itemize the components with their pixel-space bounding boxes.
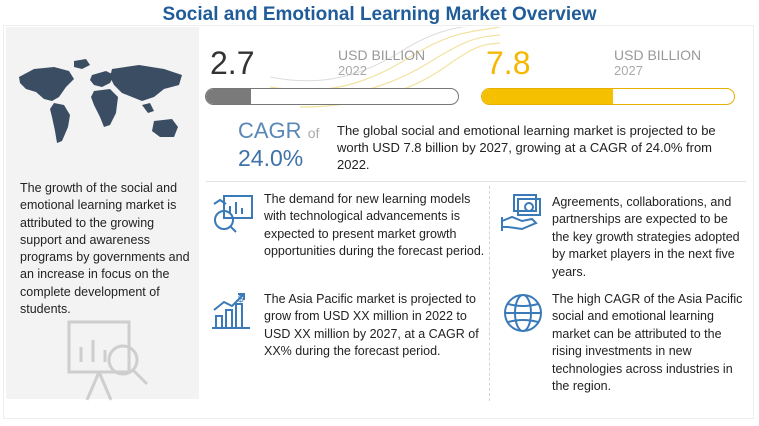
world-map-icon xyxy=(19,59,182,143)
unit-label-2022: USD BILLION 2022 xyxy=(338,47,426,79)
page-title: Social and Emotional Learning Market Ove… xyxy=(162,4,597,25)
cagr-word: CAGR xyxy=(238,118,302,143)
globe-icon xyxy=(504,294,542,332)
unit-label-2027: USD BILLION 2027 xyxy=(614,47,702,79)
analysis-board-icon xyxy=(67,320,149,401)
fact-text-4: The high CAGR of the Asia Pacific social… xyxy=(552,292,743,394)
cagr-description: The global social and emotional learning… xyxy=(337,123,716,172)
progress-bar-2027 xyxy=(481,88,735,105)
cagr-value: 24.0% xyxy=(238,145,304,171)
cagr-label: CAGR of xyxy=(238,120,319,144)
market-value-2022: 2.7 xyxy=(210,45,255,81)
unit-2027: USD BILLION xyxy=(614,47,702,63)
fact-text-2: Agreements, collaborations, and partners… xyxy=(552,195,740,279)
market-value-2027: 7.8 xyxy=(486,45,531,81)
progress-fill-2027 xyxy=(482,89,614,104)
unit-2022: USD BILLION xyxy=(338,47,426,63)
year-2027: 2027 xyxy=(614,63,643,78)
handshake-money-icon xyxy=(501,194,541,231)
progress-bar-2022 xyxy=(205,88,459,105)
outer-frame xyxy=(3,25,754,419)
horizontal-divider xyxy=(206,181,746,182)
analytics-icon xyxy=(213,195,253,233)
year-2022: 2022 xyxy=(338,63,367,78)
growth-chart-icon: $ xyxy=(212,293,250,329)
left-panel: The growth of the social and emotional l… xyxy=(6,27,199,401)
fact-text-1: The demand for new learning models with … xyxy=(264,192,485,259)
progress-fill-2022 xyxy=(206,89,252,104)
fact-text-3: The Asia Pacific market is projected to … xyxy=(264,292,479,359)
left-panel-text: The growth of the social and emotional l… xyxy=(20,181,190,317)
vertical-divider xyxy=(489,186,490,401)
svg-text:$: $ xyxy=(238,294,244,305)
cagr-of: of xyxy=(307,125,320,141)
